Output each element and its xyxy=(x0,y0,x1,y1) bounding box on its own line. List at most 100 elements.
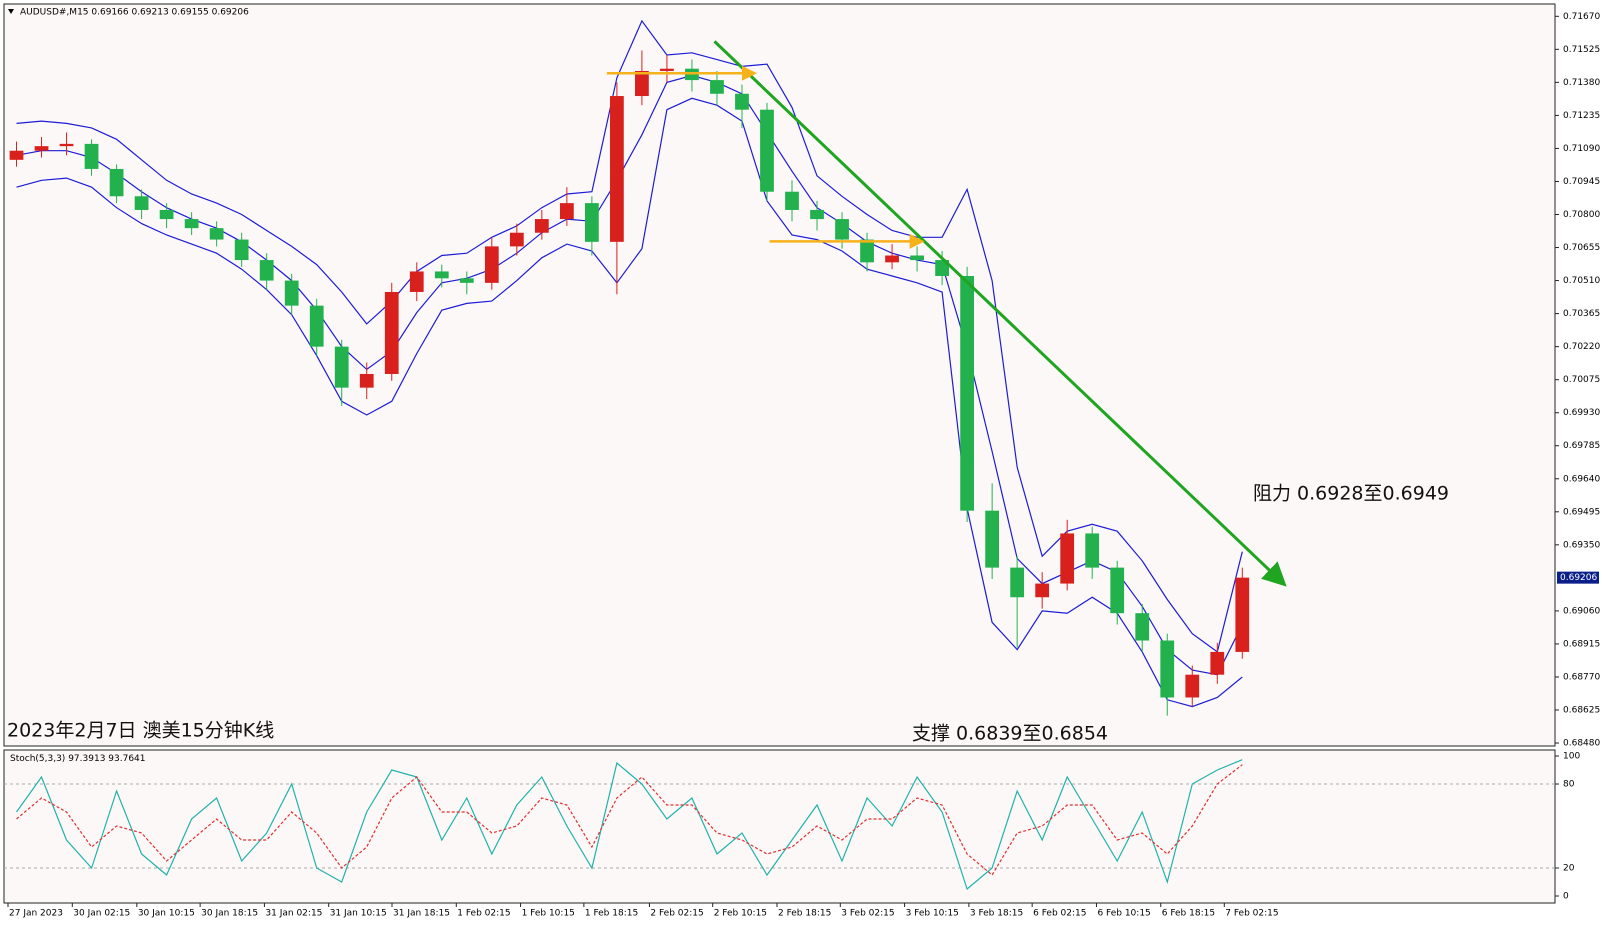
candle-body xyxy=(1135,613,1150,641)
bollinger-lower xyxy=(16,97,1243,708)
y-tick-label: 0.70365 xyxy=(1563,309,1600,319)
stoch-label: Stoch(5,3,3) 97.3913 93.7641 xyxy=(10,754,146,764)
y-tick-label: 0.69930 xyxy=(1563,408,1600,418)
x-tick-label: 2 Feb 10:15 xyxy=(714,909,767,919)
y-tick-label: 0.68770 xyxy=(1563,672,1600,682)
x-tick-label: 3 Feb 10:15 xyxy=(906,909,959,919)
candle-body xyxy=(635,70,649,97)
x-tick-label: 1 Feb 18:15 xyxy=(585,909,638,919)
x-tick-label: 2 Feb 02:15 xyxy=(650,909,703,919)
candle-body xyxy=(359,373,374,388)
trendline xyxy=(713,40,1287,587)
candle-body xyxy=(1085,533,1100,568)
candle-body xyxy=(59,143,74,147)
candle-body xyxy=(1010,567,1025,598)
x-tick-label: 30 Jan 18:15 xyxy=(201,909,258,919)
candle-body xyxy=(835,219,849,240)
x-tick-label: 30 Jan 02:15 xyxy=(73,909,130,919)
price-box xyxy=(1557,571,1599,584)
x-tick-label: 31 Jan 02:15 xyxy=(265,909,322,919)
stoch-tick-label: 100 xyxy=(1563,752,1580,762)
candle-body xyxy=(559,203,574,220)
candle-body xyxy=(584,203,599,242)
symbol-icon xyxy=(8,9,14,14)
candle-body xyxy=(1160,640,1175,698)
y-tick-label: 0.68915 xyxy=(1563,639,1600,649)
x-tick-label: 6 Feb 10:15 xyxy=(1097,909,1150,919)
candle-body xyxy=(1060,533,1075,584)
candle-body xyxy=(9,150,24,160)
x-tick-label: 3 Feb 02:15 xyxy=(841,909,894,919)
y-tick-label: 0.71090 xyxy=(1563,144,1600,154)
candle-body xyxy=(34,146,49,151)
candle-body xyxy=(710,80,724,94)
candle-body xyxy=(84,143,99,169)
y-tick-label: 0.70075 xyxy=(1563,375,1600,385)
candle-body xyxy=(184,219,199,229)
x-tick-label: 6 Feb 18:15 xyxy=(1162,909,1215,919)
candle-body xyxy=(860,239,874,263)
y-tick-label: 0.71525 xyxy=(1563,45,1600,55)
x-tick-label: 31 Jan 10:15 xyxy=(330,909,387,919)
candle-body xyxy=(1235,577,1250,652)
candle-body xyxy=(735,93,749,110)
candle-body xyxy=(660,68,674,71)
y-tick-label: 0.70510 xyxy=(1563,276,1600,286)
candle-body xyxy=(509,232,524,247)
stoch-signal xyxy=(16,764,1243,876)
stoch-panel xyxy=(3,749,1556,904)
y-tick-label: 0.69785 xyxy=(1563,441,1600,451)
candle-body xyxy=(134,196,149,210)
y-tick-label: 0.70220 xyxy=(1563,342,1600,352)
candle-body xyxy=(1035,583,1050,598)
y-tick-label: 0.71670 xyxy=(1563,12,1600,22)
stoch-name: Stoch(5,3,3) xyxy=(10,754,65,764)
x-tick-label: 6 Feb 02:15 xyxy=(1033,909,1086,919)
candle-body xyxy=(159,209,174,220)
x-tick-label: 27 Jan 2023 xyxy=(9,909,63,919)
candle-body xyxy=(259,260,274,281)
x-tick-label: 2 Feb 18:15 xyxy=(778,909,831,919)
x-tick-label: 1 Feb 10:15 xyxy=(522,909,575,919)
candle-body xyxy=(284,280,299,306)
x-tick-label: 30 Jan 10:15 xyxy=(138,909,195,919)
candle-body xyxy=(459,278,474,283)
resistance-note: 阻力 0.6928至0.6949 xyxy=(1253,483,1449,505)
stoch-tick-label: 20 xyxy=(1563,864,1575,874)
caption: 2023年2月7日 澳美15分钟K线 xyxy=(7,720,274,742)
candle-body xyxy=(785,191,799,210)
candle-body xyxy=(1110,567,1125,614)
candle-body xyxy=(910,255,924,261)
candle-body xyxy=(409,271,424,292)
main-panel xyxy=(3,3,1556,747)
candle-body xyxy=(334,346,349,388)
y-tick-label: 0.69350 xyxy=(1563,540,1600,550)
candle-body xyxy=(960,276,975,511)
y-tick-label: 0.71380 xyxy=(1563,78,1600,88)
candle-body xyxy=(985,510,1000,568)
candle-body xyxy=(810,209,824,220)
y-tick-label: 0.69495 xyxy=(1563,507,1600,517)
candle-body xyxy=(935,260,949,277)
candle-body xyxy=(434,271,449,279)
y-tick-label: 0.68480 xyxy=(1563,739,1600,749)
candle-body xyxy=(109,168,124,197)
bollinger-upper xyxy=(16,19,1243,653)
y-tick-label: 0.71235 xyxy=(1563,111,1600,121)
x-tick-label: 3 Feb 18:15 xyxy=(970,909,1023,919)
candle-body xyxy=(534,219,549,233)
candle-body xyxy=(1185,674,1200,698)
candle-body xyxy=(610,96,624,242)
x-tick-label: 7 Feb 02:15 xyxy=(1225,909,1278,919)
y-tick-label: 0.70655 xyxy=(1563,243,1600,253)
stoch-main-last: 97.3913 xyxy=(68,754,105,764)
y-tick-label: 0.70945 xyxy=(1563,177,1600,187)
support-note: 支撑 0.6839至0.6854 xyxy=(912,723,1108,745)
y-tick-label: 0.70800 xyxy=(1563,210,1600,220)
stoch-tick-label: 80 xyxy=(1563,780,1575,790)
stoch-signal-last: 93.7641 xyxy=(108,754,145,764)
y-tick-label: 0.69060 xyxy=(1563,606,1600,616)
candle-body xyxy=(1210,651,1225,675)
candle-body xyxy=(885,255,899,263)
